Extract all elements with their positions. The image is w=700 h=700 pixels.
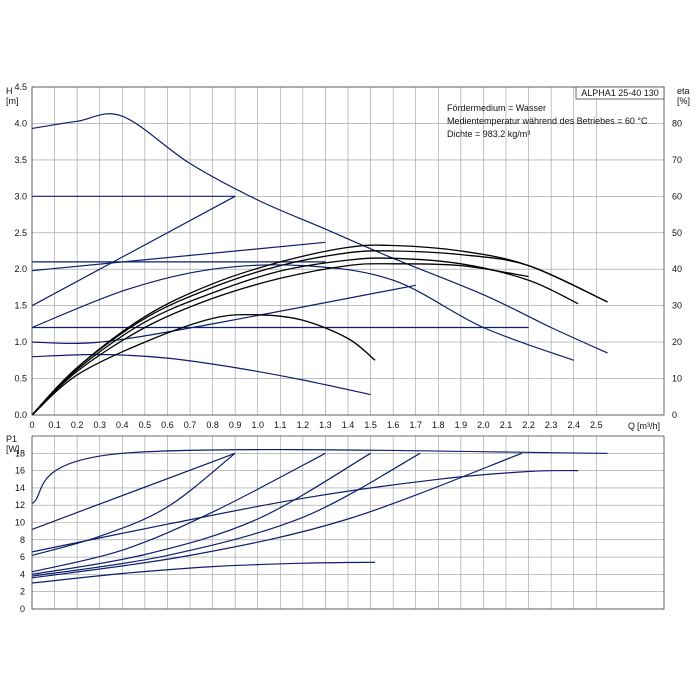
power-series-p1-7 [31,452,523,579]
q-tick-label: 1.7 [409,420,422,430]
eta-tick-label: 60 [672,191,682,201]
h-tick-label: 4.5 [14,82,27,92]
h-tick-label: 0.5 [14,374,27,384]
q-tick-label: 0.7 [184,420,197,430]
q-tick-label: 1.3 [319,420,332,430]
model-label-box [575,86,665,100]
p1-axis-label: P1 [6,434,17,444]
h-tick-label: 3.5 [14,155,27,165]
eta-tick-label: 50 [672,228,682,238]
power-series-p1-4 [31,452,326,573]
p1-axis-unit: [W] [6,444,20,454]
q-tick-label: 2.0 [477,420,490,430]
q-tick-label: 1.0 [251,420,264,430]
q-tick-label: 2.5 [590,420,603,430]
h-tick-label: 1.0 [14,337,27,347]
q-tick-label: 0.6 [161,420,174,430]
q-tick-label: 0.3 [93,420,106,430]
h-tick-label: 3.0 [14,191,27,201]
head-series-prop-pressure-high [31,195,236,307]
h-tick-label: 1.5 [14,301,27,311]
q-tick-label: 0.5 [139,420,152,430]
head-series-eta-4 [31,263,529,416]
eta-axis-unit: [%] [677,96,690,106]
p1-tick-label: 2 [20,587,25,597]
q-tick-label: 1.8 [432,420,445,430]
power-series-p1-9 [31,561,376,584]
power-series-p1-5 [31,452,371,575]
head-curves [31,113,608,416]
h-axis-unit: [m] [6,96,19,106]
eta-tick-label: 80 [672,118,682,128]
q-tick-label: 0.2 [71,420,84,430]
q-tick-label: 0.9 [229,420,242,430]
q-tick-label: 1.9 [455,420,468,430]
power-series-p1-2 [31,452,236,530]
h-tick-label: 2.5 [14,228,27,238]
q-tick-label: 2.3 [545,420,558,430]
p1-tick-label: 12 [15,500,25,510]
eta-tick-label: 70 [672,155,682,165]
head-series-eta-5 [31,313,376,416]
p1-tick-label: 4 [20,569,25,579]
q-tick-label: 1.4 [342,420,355,430]
p1-tick-label: 14 [15,483,25,493]
power-series-p1-6 [31,452,421,577]
p1-tick-label: 18 [15,448,25,458]
p1-tick-label: 16 [15,466,25,476]
power-curves [31,448,608,584]
q-tick-label: 1.5 [364,420,377,430]
head-series-const-pressure-1.0 [31,284,416,345]
head-series-max-head-curve [31,113,608,354]
q-tick-label: 1.2 [297,420,310,430]
eta-tick-label: 0 [672,410,677,420]
head-panel-frame [31,86,665,416]
q-tick-label: 1.6 [387,420,400,430]
h-tick-label: 4.0 [14,118,27,128]
power-series-p1-3 [31,452,236,556]
model-label: ALPHA1 25-40 130 [581,88,659,98]
p1-tick-label: 10 [15,518,25,528]
power-series-p1-max [31,448,608,505]
q-axis-label: Q [628,421,635,431]
eta-tick-label: 10 [672,374,682,384]
q-tick-label: 2.4 [567,420,580,430]
h-axis-label: H [6,86,13,96]
p1-tick-label: 8 [20,535,25,545]
head-series-prop-pressure-2.1 [31,241,326,272]
q-axis-unit: [m³/h] [637,421,660,431]
q-tick-label: 0 [29,420,34,430]
head-axis-ticks: 0 0.1 0.2 0.3 0.4 0.5 0.6 0.7 0.8 0.9 1.0 1.1 1.2 1.3… [14,82,682,430]
q-tick-label: 1.1 [274,420,287,430]
note-density: Dichte = 983.2 kg/m³ [447,129,530,139]
q-tick-label: 0.4 [116,420,129,430]
note-medium: Fördermedium = Wasser [447,103,546,113]
p1-tick-label: 6 [20,552,25,562]
power-axis-ticks: 0 2 4 6 8 10 12 14 16 18 [15,448,25,614]
h-tick-label: 0.0 [14,410,27,420]
eta-tick-label: 40 [672,264,682,274]
head-series-eta-2 [31,250,608,416]
h-tick-label: 2.0 [14,264,27,274]
eta-tick-label: 20 [672,337,682,347]
q-tick-label: 0.8 [206,420,219,430]
power-series-p1-8 [31,469,579,553]
power-panel-frame [31,435,665,610]
note-temperature: Medientemperatur während des Betriebes =… [447,116,648,126]
eta-axis-label: eta [677,86,690,96]
eta-tick-label: 30 [672,301,682,311]
q-tick-label: 2.1 [500,420,513,430]
q-tick-label: 0.1 [48,420,61,430]
p1-tick-label: 0 [20,604,25,614]
q-tick-label: 2.2 [522,420,535,430]
